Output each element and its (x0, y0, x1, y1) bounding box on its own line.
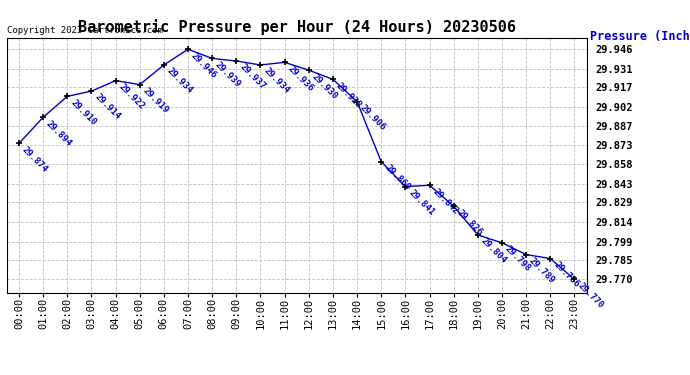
Text: 29.906: 29.906 (359, 103, 388, 132)
Text: Copyright 2023 Cartronics.com: Copyright 2023 Cartronics.com (7, 26, 163, 35)
Text: 29.919: 29.919 (141, 86, 170, 115)
Text: 29.914: 29.914 (93, 93, 122, 122)
Text: 29.841: 29.841 (407, 188, 436, 217)
Text: 29.860: 29.860 (383, 163, 412, 192)
Text: 29.937: 29.937 (238, 62, 267, 92)
Text: 29.936: 29.936 (286, 64, 315, 93)
Text: 29.939: 29.939 (214, 60, 243, 89)
Text: 29.946: 29.946 (190, 51, 219, 80)
Text: 29.826: 29.826 (455, 208, 484, 237)
Text: 29.922: 29.922 (117, 82, 146, 111)
Text: 29.910: 29.910 (69, 98, 98, 127)
Text: 29.842: 29.842 (431, 187, 460, 216)
Text: 29.934: 29.934 (262, 66, 291, 96)
Text: 29.798: 29.798 (504, 244, 533, 273)
Text: 29.930: 29.930 (310, 72, 339, 101)
Text: 29.789: 29.789 (528, 256, 557, 285)
Text: 29.804: 29.804 (480, 236, 509, 266)
Text: 29.934: 29.934 (166, 66, 195, 96)
Text: 29.894: 29.894 (45, 118, 74, 148)
Text: 29.786: 29.786 (552, 260, 581, 289)
Text: 29.874: 29.874 (21, 145, 50, 174)
Text: 29.923: 29.923 (335, 81, 364, 110)
Text: Pressure (Inches/Hg): Pressure (Inches/Hg) (590, 30, 690, 43)
Title: Barometric Pressure per Hour (24 Hours) 20230506: Barometric Pressure per Hour (24 Hours) … (78, 19, 515, 35)
Text: 29.770: 29.770 (576, 281, 605, 310)
